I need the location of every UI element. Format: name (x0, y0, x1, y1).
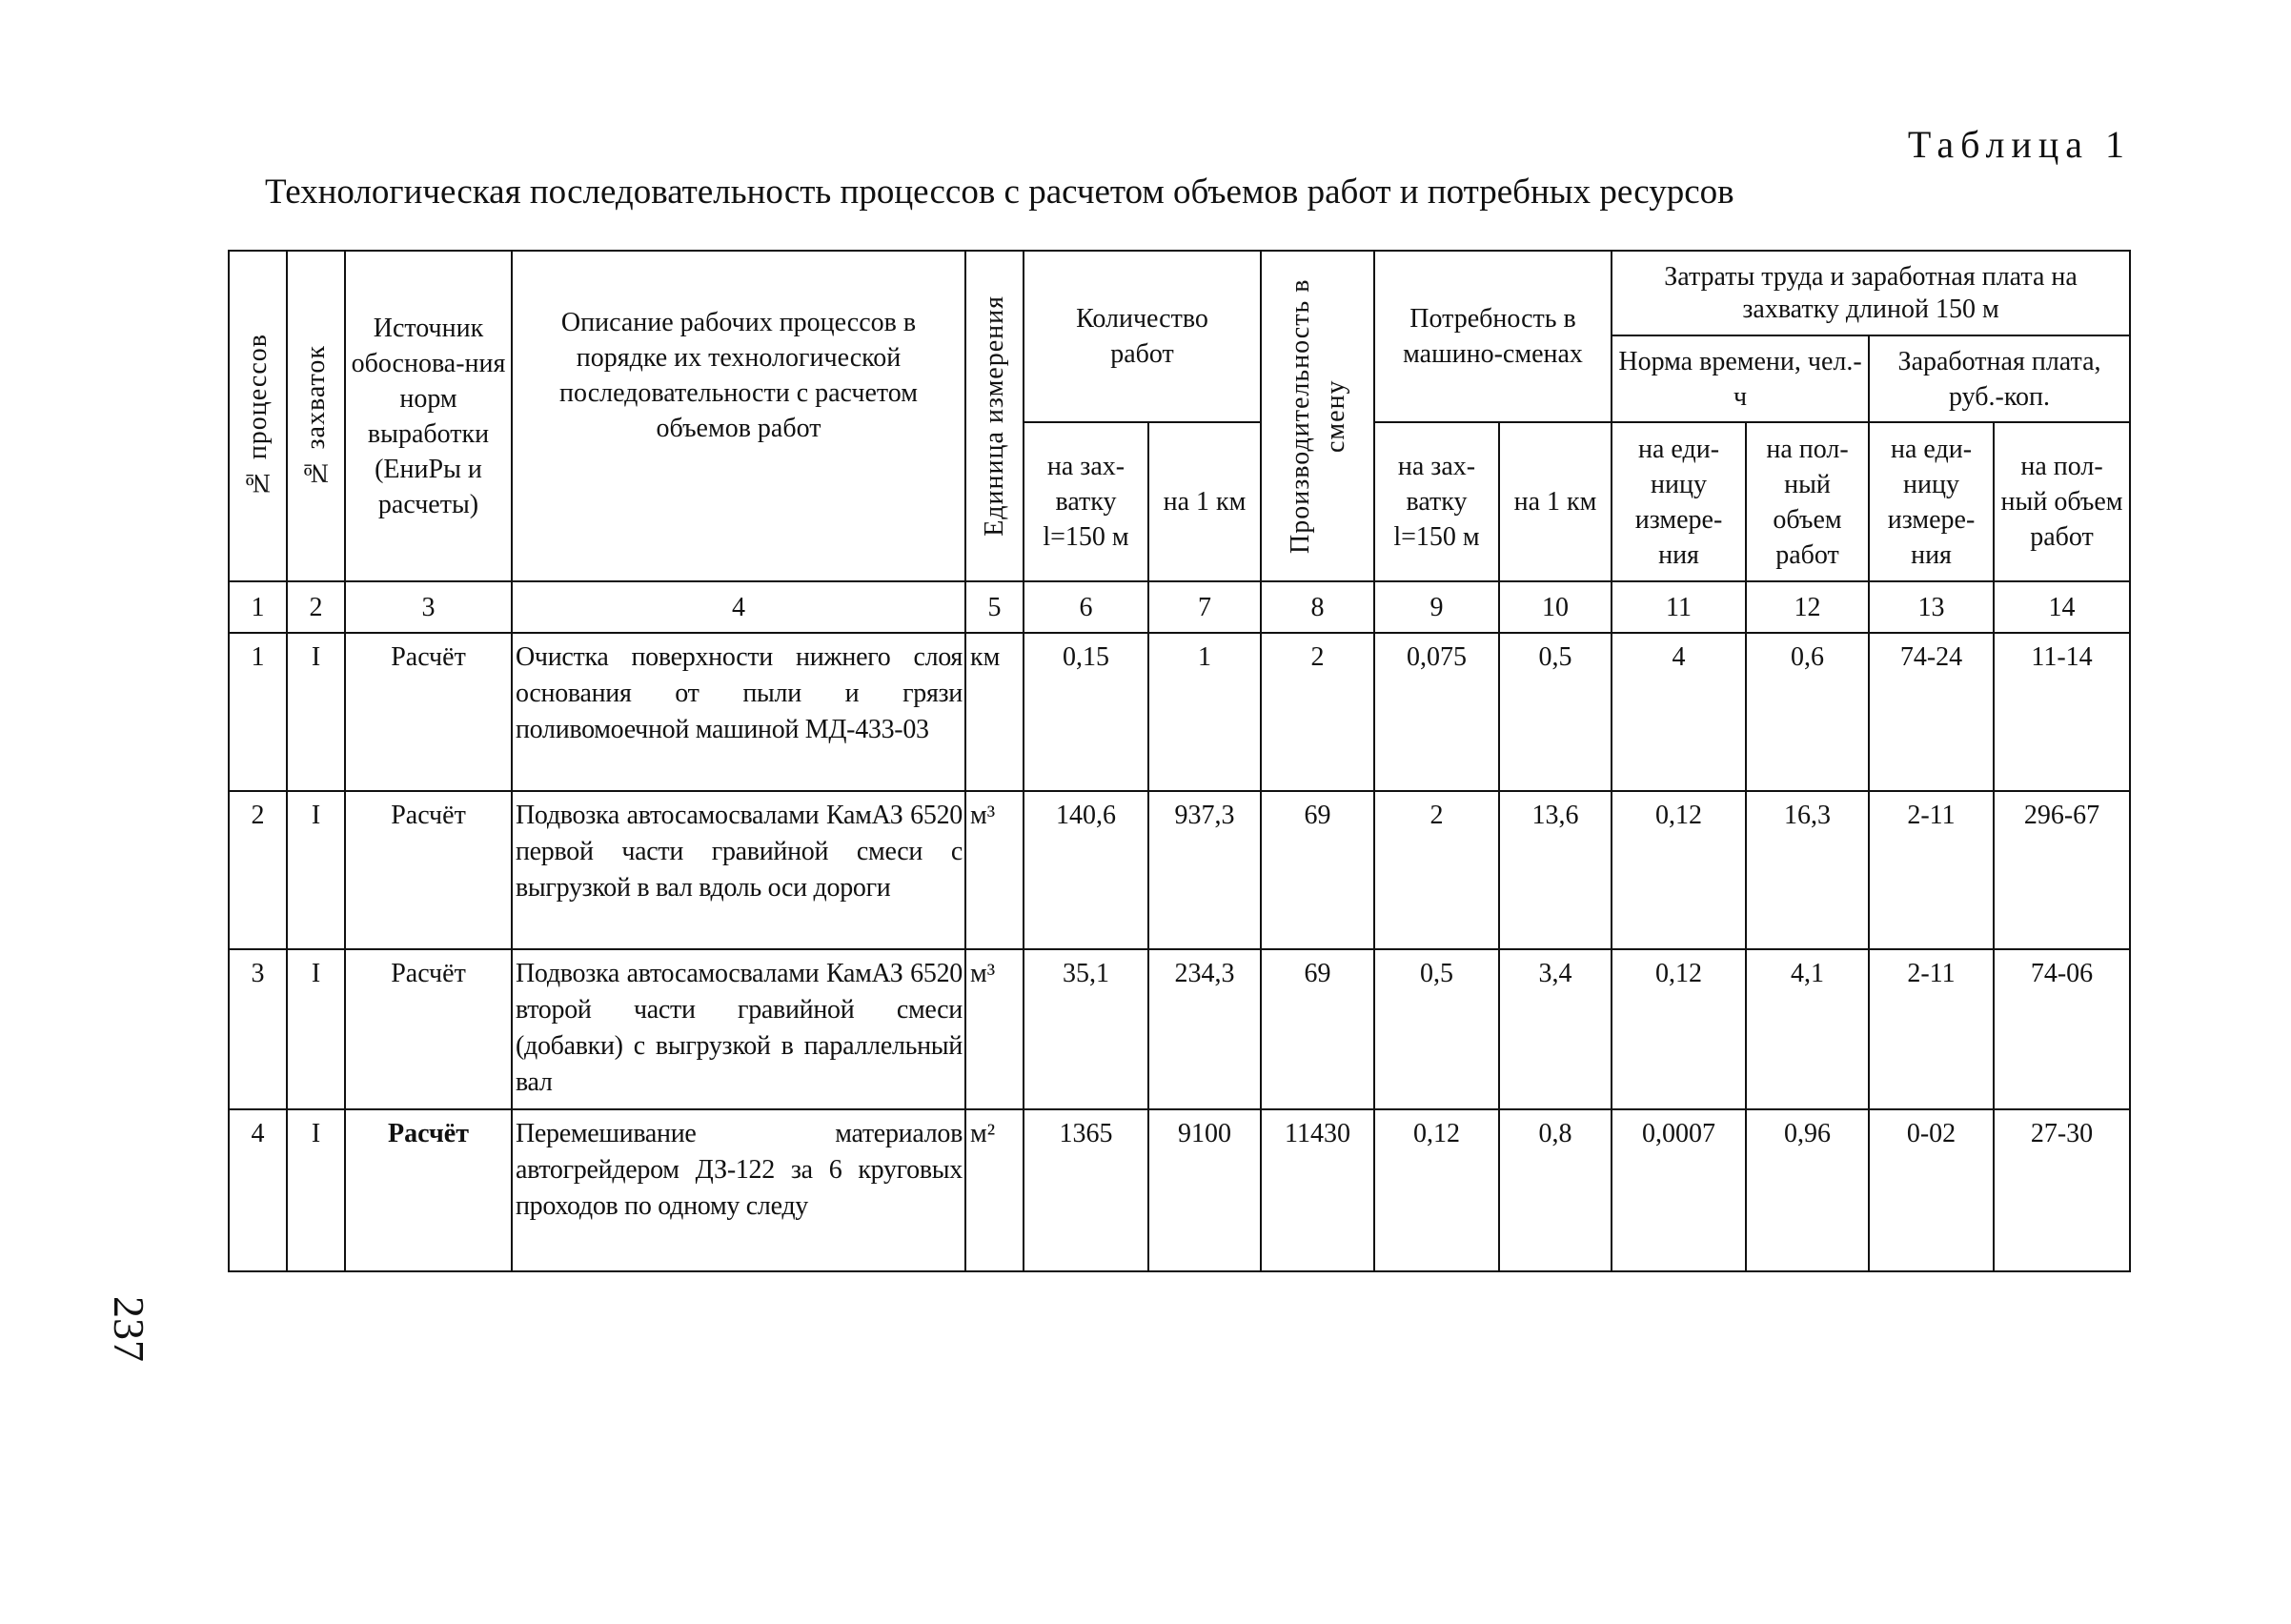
table-cell: 0,8 (1497, 1108, 1613, 1272)
table-cell: 9100 (1147, 1108, 1262, 1272)
table-cell: 1 (1147, 632, 1262, 792)
table-cell: 1 (228, 632, 288, 792)
table-cell: 140,6 (1023, 790, 1149, 950)
table-cell: 4 (1611, 632, 1748, 792)
process-description: Перемешивание материалов автогрейдером Д… (511, 1108, 966, 1272)
table-cell: 74-06 (1993, 948, 2132, 1110)
table-cell: Расчёт (344, 948, 513, 1110)
table-cell: 4 (228, 1108, 288, 1272)
header-labor: Затраты труда и заработная плата на захв… (1611, 250, 2132, 336)
table-row: 3 I Расчёт Подвозка автосамосвалами КамАЗ 6… (228, 948, 2132, 1110)
column-number: 9 (1373, 580, 1500, 634)
column-number: 1 (228, 580, 288, 634)
table-cell: м³ (964, 948, 1024, 1110)
table-cell: 234,3 (1147, 948, 1262, 1110)
table-row: 1 I Расчёт Очистка поверхности нижнего слоя… (228, 632, 2132, 792)
column-number: 7 (1147, 580, 1262, 634)
column-number: 10 (1497, 580, 1613, 634)
table-cell: 0,12 (1373, 1108, 1500, 1272)
table-cell: 0,075 (1373, 632, 1500, 792)
header-wage: Заработная плата, руб.-коп. (1868, 335, 2132, 423)
table-cell: Расчёт (344, 790, 513, 950)
table-cell: I (286, 632, 346, 792)
table-cell: 2 (228, 790, 288, 950)
header-quantity: Количество работ (1023, 250, 1262, 423)
header-wage-total: на пол-ный объем работ (1993, 421, 2132, 582)
process-description: Очистка поверхности нижнего слоя основан… (511, 632, 966, 792)
table-cell: 0,5 (1497, 632, 1613, 792)
table-cell: 13,6 (1497, 790, 1613, 950)
table-cell: 0-02 (1868, 1108, 1996, 1272)
column-number: 11 (1611, 580, 1748, 634)
table-cell: 2 (1373, 790, 1500, 950)
header-wage-per-unit: на еди-ницу измере-ния (1868, 421, 1996, 582)
table-title: Технологическая последовательность проце… (265, 173, 1734, 212)
process-table: № процессов № захваток Источник обоснова… (228, 250, 2132, 1272)
table-cell: 0,12 (1611, 948, 1748, 1110)
table-cell: I (286, 948, 346, 1110)
table-cell: 16,3 (1745, 790, 1871, 950)
column-number: 2 (286, 580, 346, 634)
table-cell: I (286, 1108, 346, 1272)
header-machine-shifts: Потребность в машино-сменах (1372, 250, 1613, 423)
table-cell: 11-14 (1993, 632, 2132, 792)
table-row: 2 I Расчёт Подвозка автосамосвалами КамАЗ 6… (228, 790, 2132, 950)
table-cell: 11430 (1260, 1108, 1375, 1272)
table-cell: 35,1 (1023, 948, 1149, 1110)
table-cell: м² (964, 1108, 1024, 1272)
table-cell: 69 (1260, 948, 1375, 1110)
table-cell: 3 (228, 948, 288, 1110)
table-cell: I (286, 790, 346, 950)
header-quantity-per-km: на 1 км (1147, 421, 1262, 582)
header-machine-per-km: на 1 км (1497, 421, 1613, 582)
column-number: 12 (1745, 580, 1871, 634)
table-cell: 2 (1260, 632, 1375, 792)
table-cell: 2-11 (1868, 948, 1996, 1110)
table-row: 4 I Расчёт Перемешивание материалов автогре… (228, 1108, 2132, 1272)
table-cell: 4,1 (1745, 948, 1871, 1110)
column-number: 14 (1993, 580, 2132, 634)
table-cell: 0,12 (1611, 790, 1748, 950)
table-cell: км (964, 632, 1024, 792)
table-cell: 27-30 (1993, 1108, 2132, 1272)
table-cell: 937,3 (1147, 790, 1262, 950)
header-process-number: № процессов (228, 250, 288, 582)
header-machine-per-grip: на зах-ватку l=150 м (1373, 421, 1500, 582)
table-cell: 69 (1260, 790, 1375, 950)
header-quantity-per-grip: на зах-ватку l=150 м (1023, 421, 1149, 582)
table-cell: 0,15 (1023, 632, 1149, 792)
table-cell: 0,6 (1745, 632, 1871, 792)
column-number: 6 (1023, 580, 1149, 634)
column-number-row: 1 2 3 4 5 6 7 8 9 10 11 12 13 14 (228, 580, 2132, 634)
table-cell: 0,0007 (1611, 1108, 1748, 1272)
table-cell: м³ (964, 790, 1024, 950)
process-description: Подвозка автосамосвалами КамАЗ 6520 втор… (511, 948, 966, 1110)
header-source: Источник обоснова-ния норм выработки (Ен… (344, 250, 513, 582)
column-number: 3 (344, 580, 513, 634)
header-time-norm: Норма времени, чел.-ч (1611, 335, 1871, 423)
process-description: Подвозка автосамосвалами КамАЗ 6520 перв… (511, 790, 966, 950)
table-cell: 3,4 (1497, 948, 1613, 1110)
table-cell: 1365 (1023, 1108, 1149, 1272)
table-cell: 296-67 (1993, 790, 2132, 950)
page-number: 237 (105, 1296, 153, 1362)
table-cell: 0,96 (1745, 1108, 1871, 1272)
header-unit: Единица измерения (964, 250, 1024, 582)
header-time-per-unit: на еди-ницу измере-ния (1611, 421, 1748, 582)
table-cell: Расчёт (344, 632, 513, 792)
table-cell: 0,5 (1373, 948, 1500, 1110)
table-cell: 2-11 (1868, 790, 1996, 950)
table-label: Таблица 1 (1907, 123, 2131, 166)
header-grip-number: № захваток (286, 250, 346, 582)
column-number: 4 (511, 580, 966, 634)
table-cell: Расчёт (344, 1108, 513, 1272)
table-cell: 74-24 (1868, 632, 1996, 792)
header-time-total: на пол-ный объем работ (1745, 421, 1871, 582)
column-number: 13 (1868, 580, 1996, 634)
header-productivity: Производительность в смену (1260, 250, 1375, 582)
column-number: 5 (964, 580, 1024, 634)
column-number: 8 (1260, 580, 1375, 634)
header-description: Описание рабочих процессов в порядке их … (511, 250, 966, 582)
